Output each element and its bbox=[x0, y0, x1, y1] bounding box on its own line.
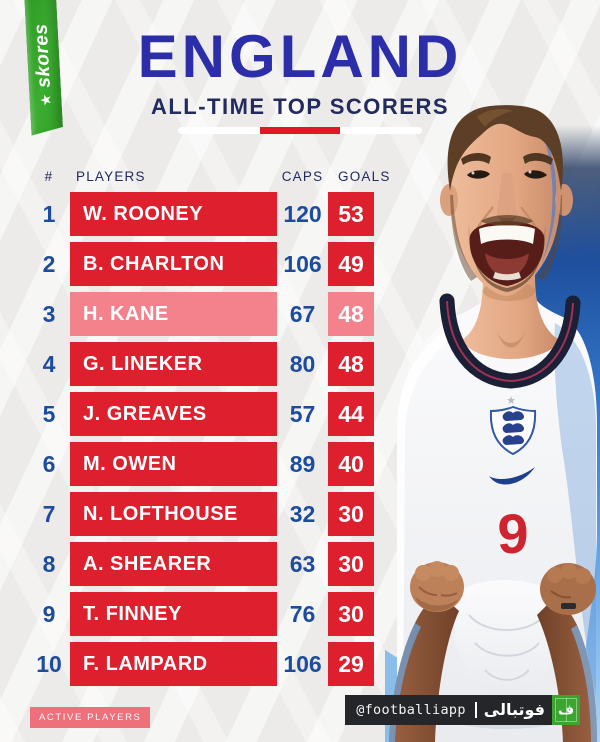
england-crest: ★ bbox=[489, 395, 537, 456]
shirt-collar bbox=[439, 293, 581, 389]
watermark: @footballiapp فوتبالی ف bbox=[345, 695, 580, 725]
top-scorers-table: # PLAYERS CAPS GOALS 1 W. ROONEY 120 53 2 B. … bbox=[28, 169, 390, 692]
football-field-icon: ف bbox=[552, 695, 580, 725]
open-mouth bbox=[469, 221, 545, 286]
skores-logo-text: skores bbox=[30, 22, 55, 88]
caps-cell: 63 bbox=[289, 550, 316, 577]
column-header-goals: GOALS bbox=[338, 169, 391, 184]
player-name-cell: N. LOFTHOUSE bbox=[70, 492, 277, 536]
rank-cell: 1 bbox=[42, 200, 56, 227]
player-name-cell: M. OWEN bbox=[70, 442, 277, 486]
rank-cell: 3 bbox=[42, 300, 56, 327]
player-name-cell: F. LAMPARD bbox=[70, 642, 277, 686]
table-row: 7 N. LOFTHOUSE 32 30 bbox=[28, 492, 374, 536]
rank-cell: 6 bbox=[42, 450, 56, 477]
player-name-cell: H. KANE bbox=[70, 292, 277, 336]
shirt-number: 9 bbox=[497, 502, 528, 565]
divider-accent bbox=[260, 127, 340, 134]
goals-cell: 49 bbox=[328, 242, 374, 286]
player-name-cell: W. ROONEY bbox=[70, 192, 277, 236]
caps-cell: 106 bbox=[283, 650, 322, 677]
goals-cell: 53 bbox=[328, 192, 374, 236]
ring bbox=[561, 603, 576, 609]
rank-cell: 2 bbox=[42, 250, 56, 277]
caps-cell: 76 bbox=[289, 600, 316, 627]
page-title: ENGLAND bbox=[137, 23, 463, 90]
goals-cell: 30 bbox=[328, 492, 374, 536]
player-name-cell: B. CHARLTON bbox=[70, 242, 277, 286]
goals-cell: 40 bbox=[328, 442, 374, 486]
rank-cell: 8 bbox=[42, 550, 56, 577]
rank-cell: 9 bbox=[42, 600, 56, 627]
star-icon: ★ bbox=[37, 92, 54, 107]
column-header-players: PLAYERS bbox=[76, 169, 146, 184]
table-row: 6 M. OWEN 89 40 bbox=[28, 442, 374, 486]
page-subtitle: ALL-TIME TOP SCORERS bbox=[150, 94, 450, 119]
table-row: 10 F. LAMPARD 106 29 bbox=[28, 642, 374, 686]
caps-cell: 106 bbox=[283, 250, 322, 277]
table-rows: 1 W. ROONEY 120 53 2 B. CHARLTON 106 49 3 H. KANE… bbox=[28, 192, 374, 686]
caps-cell: 120 bbox=[283, 200, 322, 227]
table-row: 4 G. LINEKER 80 48 bbox=[28, 342, 374, 386]
table-row: 8 A. SHEARER 63 30 bbox=[28, 542, 374, 586]
watermark-brand-fa: فوتبالی bbox=[483, 699, 545, 719]
goals-cell: 30 bbox=[328, 542, 374, 586]
player-head bbox=[440, 105, 573, 296]
goals-cell: 29 bbox=[328, 642, 374, 686]
rank-cell: 4 bbox=[42, 350, 56, 377]
player-name-cell: T. FINNEY bbox=[70, 592, 277, 636]
active-players-badge: ACTIVE PLAYERS bbox=[30, 707, 151, 728]
watermark-icon-letter: ف bbox=[557, 702, 575, 718]
table-row: 2 B. CHARLTON 106 49 bbox=[28, 242, 374, 286]
right-forearm bbox=[537, 599, 597, 742]
watermark-separator bbox=[474, 702, 477, 718]
column-header-rank: # bbox=[44, 169, 54, 184]
caps-cell: 89 bbox=[289, 450, 316, 477]
watermark-handle: @footballiapp bbox=[356, 702, 466, 718]
rank-cell: 7 bbox=[42, 500, 56, 527]
player-photo: ★ 9 bbox=[385, 105, 600, 742]
player-name-cell: A. SHEARER bbox=[70, 542, 277, 586]
left-fist bbox=[410, 561, 464, 612]
player-name-cell: J. GREAVES bbox=[70, 392, 277, 436]
rank-cell: 5 bbox=[42, 400, 56, 427]
table-row: 3 H. KANE 67 48 bbox=[28, 292, 374, 336]
column-header-caps: CAPS bbox=[281, 169, 324, 184]
table-header: # PLAYERS CAPS GOALS bbox=[28, 169, 390, 184]
crest-star-icon: ★ bbox=[506, 395, 516, 407]
table-row: 9 T. FINNEY 76 30 bbox=[28, 592, 374, 636]
caps-cell: 57 bbox=[289, 400, 316, 427]
swoosh-icon bbox=[489, 467, 535, 485]
goals-cell: 30 bbox=[328, 592, 374, 636]
rank-cell: 10 bbox=[36, 650, 62, 677]
goals-cell: 48 bbox=[328, 292, 374, 336]
player-name-cell: G. LINEKER bbox=[70, 342, 277, 386]
table-row: 5 J. GREAVES 57 44 bbox=[28, 392, 374, 436]
hair bbox=[447, 105, 563, 191]
goals-cell: 44 bbox=[328, 392, 374, 436]
caps-cell: 32 bbox=[289, 500, 316, 527]
right-fist bbox=[540, 563, 596, 615]
caps-cell: 67 bbox=[289, 300, 316, 327]
caps-cell: 80 bbox=[289, 350, 316, 377]
header-divider bbox=[178, 127, 422, 134]
table-row: 1 W. ROONEY 120 53 bbox=[28, 192, 374, 236]
goals-cell: 48 bbox=[328, 342, 374, 386]
